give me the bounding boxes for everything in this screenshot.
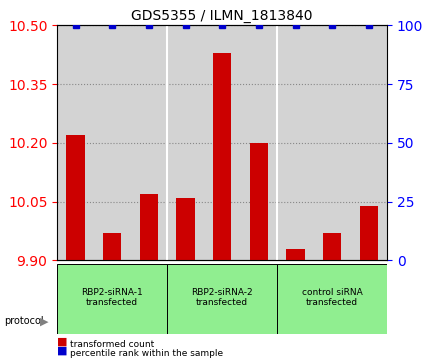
Text: RBP2-siRNA-2
transfected: RBP2-siRNA-2 transfected: [191, 287, 253, 307]
Bar: [213, 53, 231, 261]
Bar: [66, 135, 85, 261]
Text: control siRNA
transfected: control siRNA transfected: [302, 287, 363, 307]
Bar: [323, 233, 341, 261]
Bar: [176, 198, 194, 261]
Text: ■: ■: [57, 346, 68, 356]
Bar: [286, 249, 305, 261]
Title: GDS5355 / ILMN_1813840: GDS5355 / ILMN_1813840: [132, 9, 313, 23]
Text: RBP2-siRNA-1
transfected: RBP2-siRNA-1 transfected: [81, 287, 143, 307]
FancyBboxPatch shape: [277, 264, 387, 334]
Bar: [140, 194, 158, 261]
Text: protocol: protocol: [4, 316, 44, 326]
FancyBboxPatch shape: [57, 264, 167, 334]
Bar: [360, 206, 378, 261]
Text: ▶: ▶: [40, 316, 48, 326]
Text: transformed count: transformed count: [70, 340, 154, 349]
FancyBboxPatch shape: [167, 264, 277, 334]
Bar: [103, 233, 121, 261]
Text: ■: ■: [57, 337, 68, 347]
Bar: [250, 143, 268, 261]
Text: percentile rank within the sample: percentile rank within the sample: [70, 350, 224, 358]
